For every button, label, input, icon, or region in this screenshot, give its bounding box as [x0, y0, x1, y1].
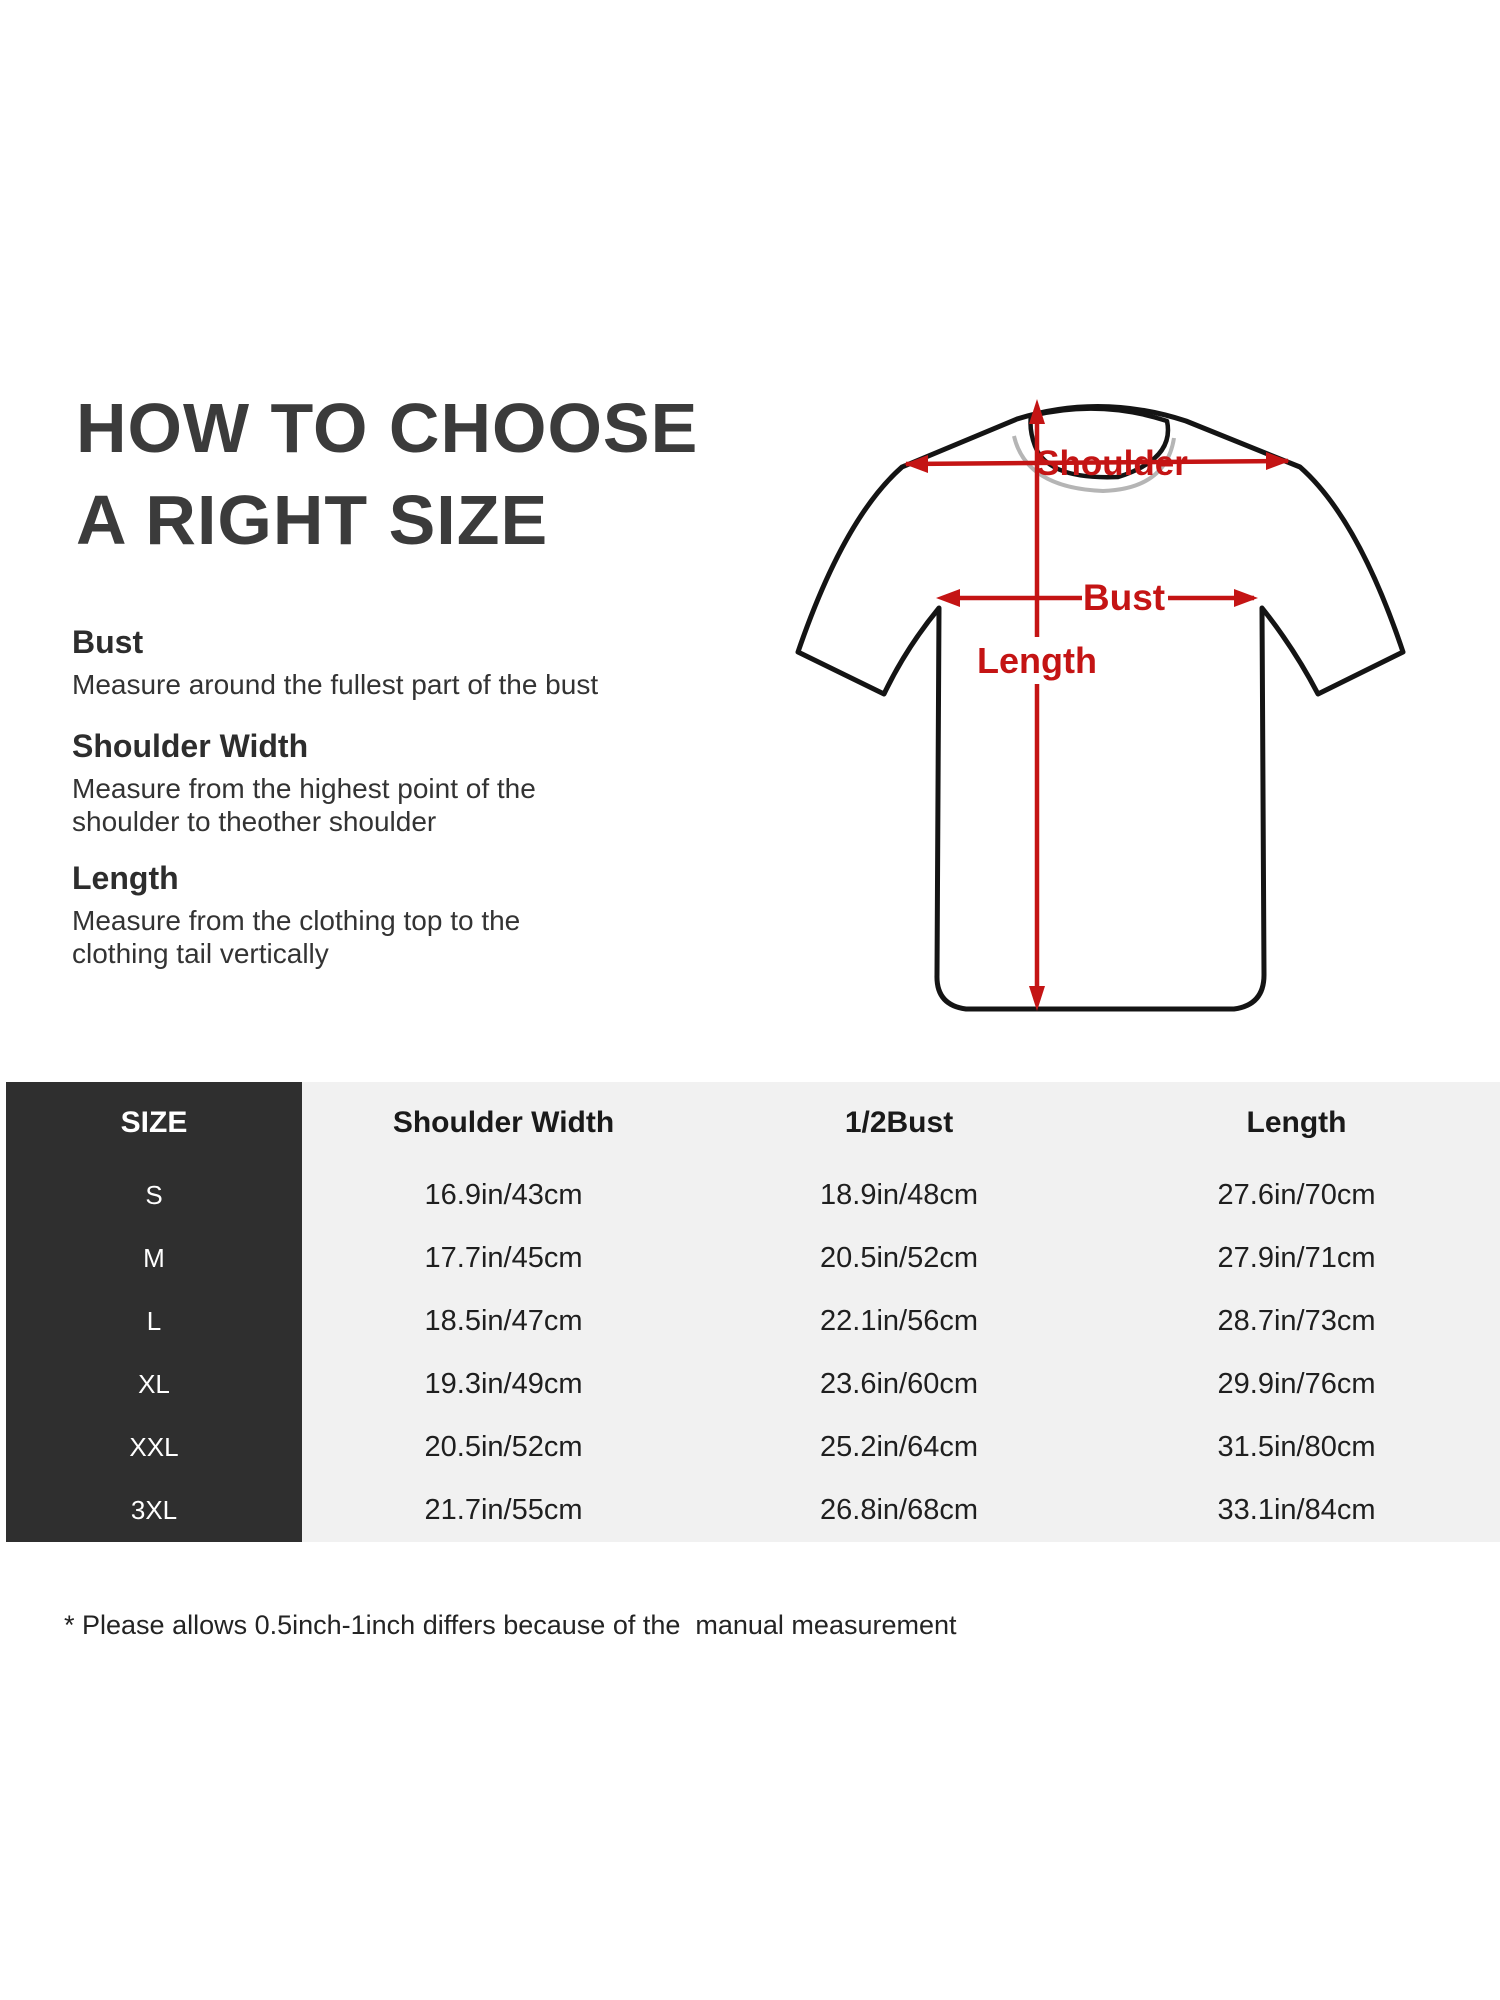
- table-cell-M-half_bust: 20.5in/52cm: [705, 1227, 1093, 1290]
- table-cell-XL-length: 29.9in/76cm: [1093, 1353, 1500, 1416]
- table-cell-3XL-length: 33.1in/84cm: [1093, 1479, 1500, 1542]
- table-header-shoulder_width: Shoulder Width: [302, 1082, 705, 1164]
- table-cell-S-length: 27.6in/70cm: [1093, 1164, 1500, 1227]
- shoulder-arrowhead-right: [1266, 452, 1290, 470]
- table-row-S-label: S: [6, 1164, 302, 1227]
- table-cell-S-shoulder_width: 16.9in/43cm: [302, 1164, 705, 1227]
- table-header-half_bust: 1/2Bust: [705, 1082, 1093, 1164]
- table-header-length: Length: [1093, 1082, 1500, 1164]
- size-table: SIZE Shoulder Width 1/2Bust Length S 16.9in/4…: [6, 1082, 1500, 1542]
- bust-label: Bust: [1083, 577, 1165, 618]
- shoulder-arrow-line: [905, 458, 1289, 467]
- measurement-footnote: * Please allows 0.5inch-1inch differs be…: [64, 1610, 957, 1640]
- page-title: HOW TO CHOOSE A RIGHT SIZE: [76, 382, 698, 566]
- table-row-L-label: L: [6, 1290, 302, 1353]
- table-cell-3XL-shoulder_width: 21.7in/55cm: [302, 1479, 705, 1542]
- table-cell-XXL-shoulder_width: 20.5in/52cm: [302, 1416, 705, 1479]
- table-row-XXL-label: XXL: [6, 1416, 302, 1479]
- length-arrowhead-top: [1029, 399, 1045, 424]
- bust-section-heading: Bust: [72, 624, 144, 660]
- bust-section-body: Measure around the fullest part of the b…: [72, 669, 599, 700]
- table-cell-XL-shoulder_width: 19.3in/49cm: [302, 1353, 705, 1416]
- table-cell-L-half_bust: 22.1in/56cm: [705, 1290, 1093, 1353]
- length-arrowhead-bottom: [1029, 986, 1045, 1011]
- table-row-3XL-label: 3XL: [6, 1479, 302, 1542]
- length-section-heading: Length: [72, 860, 179, 896]
- table-cell-M-shoulder_width: 17.7in/45cm: [302, 1227, 705, 1290]
- length-label: Length: [977, 640, 1097, 681]
- page-title-line2: A RIGHT SIZE: [76, 481, 549, 559]
- table-cell-M-length: 27.9in/71cm: [1093, 1227, 1500, 1290]
- page-title-line1: HOW TO CHOOSE: [76, 389, 699, 467]
- table-cell-XL-half_bust: 23.6in/60cm: [705, 1353, 1093, 1416]
- table-cell-3XL-half_bust: 26.8in/68cm: [705, 1479, 1093, 1542]
- shoulder-label: Shoulder: [1036, 444, 1188, 483]
- shoulder-width-section-heading: Shoulder Width: [72, 728, 309, 764]
- tshirt-measurement-diagram: Shoulder Length Bust: [795, 399, 1406, 1012]
- length-section-body: Measure from the clothing top to the clo…: [72, 905, 521, 969]
- table-header-size: SIZE: [6, 1082, 302, 1164]
- table-cell-XXL-half_bust: 25.2in/64cm: [705, 1416, 1093, 1479]
- table-cell-L-length: 28.7in/73cm: [1093, 1290, 1500, 1353]
- bust-arrowhead-left: [936, 589, 960, 607]
- shoulder-arrowhead-left: [904, 455, 928, 473]
- table-cell-L-shoulder_width: 18.5in/47cm: [302, 1290, 705, 1353]
- table-row-XL-label: XL: [6, 1353, 302, 1416]
- bust-arrowhead-right: [1234, 589, 1258, 607]
- table-cell-XXL-length: 31.5in/80cm: [1093, 1416, 1500, 1479]
- tshirt-outline: [795, 404, 1406, 1012]
- table-row-M-label: M: [6, 1227, 302, 1290]
- shoulder-width-section-body: Measure from the highest point of the sh…: [72, 773, 536, 837]
- table-cell-S-half_bust: 18.9in/48cm: [705, 1164, 1093, 1227]
